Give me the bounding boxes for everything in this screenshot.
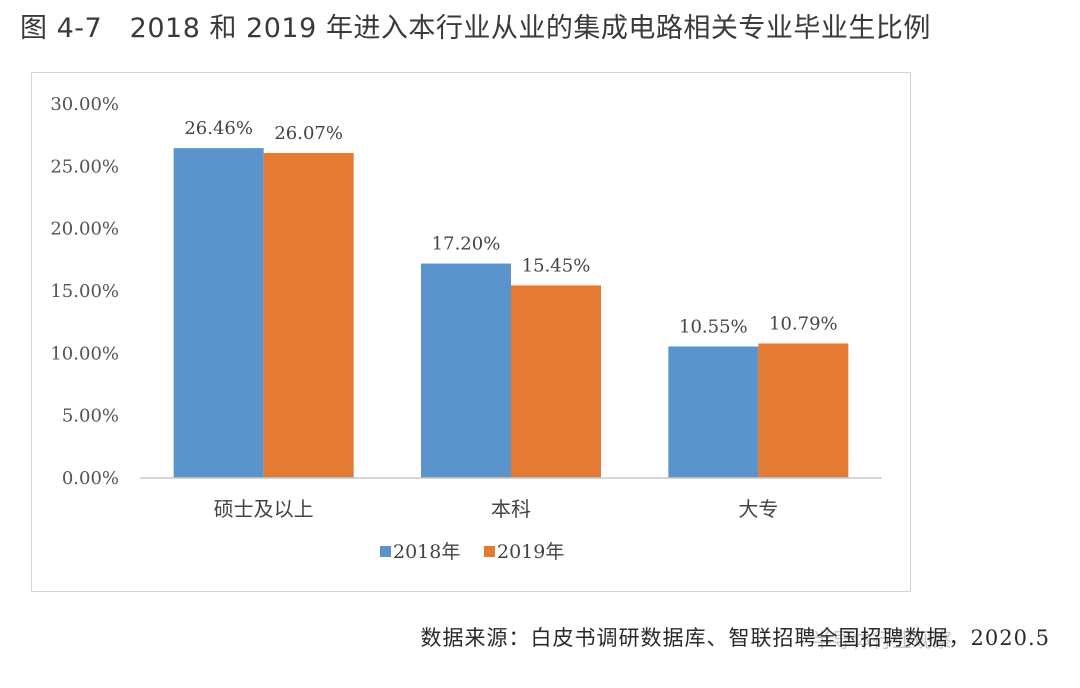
- y-tick-label: 0.00%: [62, 468, 119, 489]
- category-label: 硕士及以上: [214, 497, 314, 521]
- y-tick-label: 25.00%: [50, 156, 119, 177]
- legend-label: 2019年: [497, 541, 564, 563]
- legend-swatch-2018: [380, 546, 391, 557]
- data-label: 26.07%: [274, 123, 343, 144]
- data-label: 17.20%: [432, 234, 501, 255]
- legend-swatch-2019: [484, 546, 495, 557]
- y-tick-label: 15.00%: [50, 281, 119, 302]
- y-tick-label: 20.00%: [50, 219, 119, 240]
- category-label: 本科: [491, 497, 531, 521]
- bar-2019: [263, 152, 354, 478]
- bar-2018: [173, 148, 264, 478]
- data-label: 10.55%: [679, 316, 748, 337]
- data-label: 26.46%: [184, 118, 253, 139]
- bar-2019: [758, 343, 849, 478]
- bar-chart: 0.00% 5.00% 10.00% 15.00% 20.00% 25.00% 30.00%…: [50, 94, 882, 563]
- figure-title: 图 4-7 2018 和 2019 年进入本行业从业的集成电路相关专业毕业生比例: [20, 13, 931, 44]
- watermark: 半导体行业观察: [812, 628, 952, 652]
- bar-2018: [668, 346, 759, 478]
- y-tick-label: 30.00%: [50, 94, 119, 115]
- bar-2018: [421, 263, 511, 478]
- chart-frame: 0.00% 5.00% 10.00% 15.00% 20.00% 25.00% 30.00%…: [31, 72, 911, 592]
- source-note: 数据来源：白皮书调研数据库、智联招聘全国招聘数据，2020.5: [420, 626, 1050, 650]
- y-tick-label: 5.00%: [62, 406, 119, 427]
- data-label: 15.45%: [522, 255, 591, 276]
- bar-2019: [511, 285, 601, 478]
- data-label: 10.79%: [769, 313, 838, 334]
- y-tick-label: 10.00%: [50, 343, 119, 364]
- legend-label: 2018年: [393, 541, 460, 563]
- category-label: 大专: [738, 497, 778, 521]
